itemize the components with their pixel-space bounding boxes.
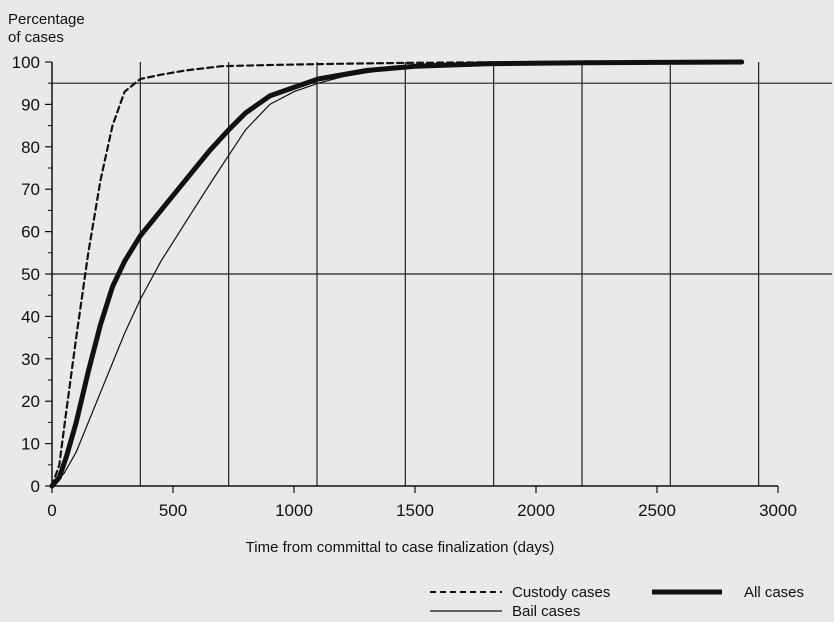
x-tick-label: 1500 <box>396 501 434 520</box>
y-tick-label: 90 <box>21 95 40 114</box>
reference-lines <box>52 62 832 486</box>
x-tick-label: 2500 <box>638 501 676 520</box>
y-tick-label: 40 <box>21 307 40 326</box>
legend: Custody cases All cases Bail cases <box>430 584 804 620</box>
series-line-bail-cases <box>51 61 743 487</box>
y-tick-label: 10 <box>21 435 40 454</box>
y-axis-label-line-1: Percentage <box>8 11 85 28</box>
y-tick-label: 70 <box>21 180 40 199</box>
series-lines <box>49 59 745 489</box>
x-tick-label: 2000 <box>517 501 555 520</box>
y-tick-label: 0 <box>31 477 40 496</box>
series-line-all-cases <box>49 59 745 489</box>
legend-label-all: All cases <box>744 584 804 601</box>
legend-label-custody: Custody cases <box>512 584 610 601</box>
y-axis-label-line-2: of cases <box>8 29 64 46</box>
legend-label-bail: Bail cases <box>512 603 580 617</box>
y-tick-label: 60 <box>21 223 40 242</box>
x-axis-label: Time from committal to case finalization… <box>246 539 555 556</box>
y-tick-label: 20 <box>21 392 40 411</box>
x-tick-label: 0 <box>47 501 56 520</box>
y-tick-label: 50 <box>21 265 40 284</box>
y-tick-label: 100 <box>12 53 40 72</box>
series-line-custody-cases <box>50 60 743 488</box>
y-tick-label: 80 <box>21 138 40 157</box>
y-tick-label: 30 <box>21 350 40 369</box>
y-axis-label: Percentage of cases <box>8 11 85 46</box>
x-tick-label: 500 <box>159 501 187 520</box>
x-tick-label: 1000 <box>275 501 313 520</box>
x-tick-label: 3000 <box>759 501 797 520</box>
